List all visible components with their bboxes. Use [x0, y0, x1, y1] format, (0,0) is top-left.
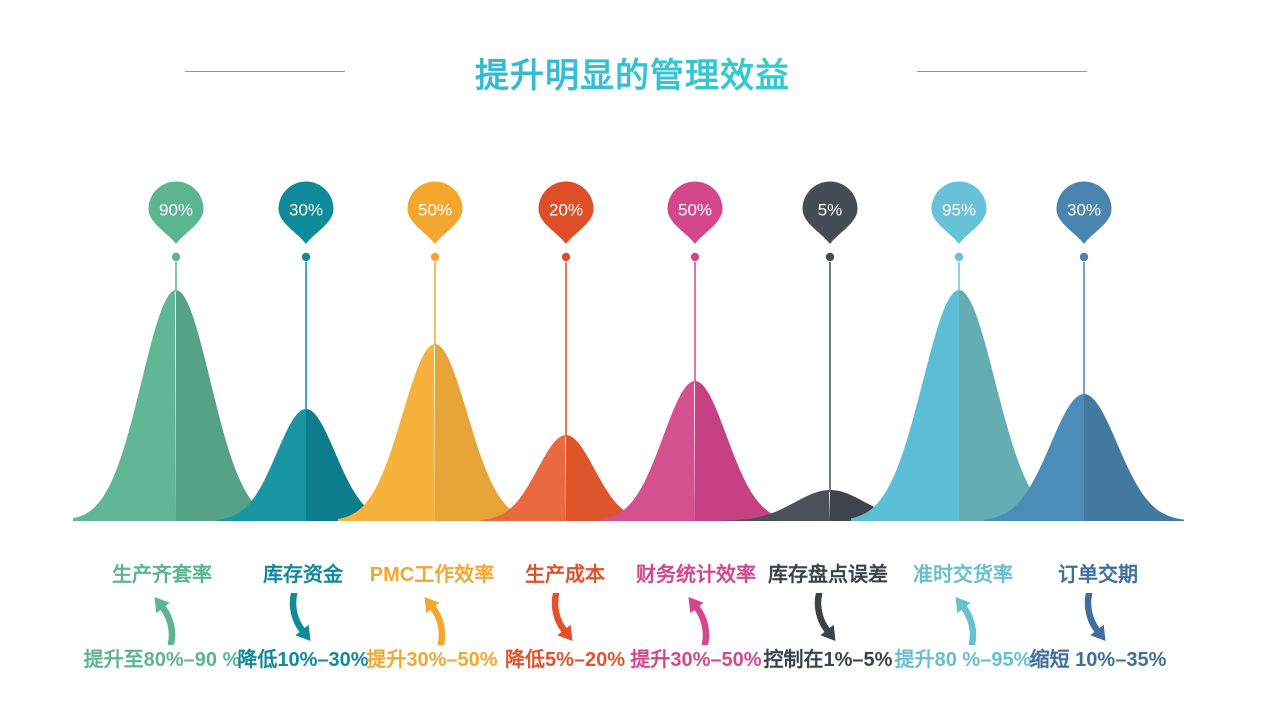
pin-dot [825, 252, 835, 262]
legend-item-pmc-work-efficiency: PMC工作效率 提升30%–50% [322, 562, 542, 673]
pin-percent: 50% [418, 201, 452, 220]
pin-percent: 5% [818, 201, 843, 220]
pin-inventory-count-error: 5% [802, 181, 858, 492]
curved-up-arrow-icon [424, 597, 445, 645]
mountain-inventory-capital [218, 409, 394, 521]
balloon-pin-icon [802, 181, 858, 244]
pin-dot [954, 252, 964, 262]
curved-up-arrow-icon [688, 597, 709, 645]
metric-label: 财务统计效率 [636, 564, 756, 586]
mountain-order-lead-time [984, 394, 1184, 521]
pin-percent: 90% [159, 201, 193, 220]
pin-dot [561, 252, 571, 262]
change-label: 提升80 %–95% [894, 649, 1032, 671]
pin-dot [171, 252, 181, 262]
pin-dot [690, 252, 700, 262]
pin-dot [1079, 252, 1089, 262]
change-label: 控制在1%–5% [763, 649, 893, 671]
mountain-finance-statistics-efficiency [600, 381, 790, 521]
mountain-inventory-count-error [725, 490, 935, 521]
change-label: 降低5%–20% [504, 649, 626, 671]
metric-label: 准时交货率 [913, 564, 1013, 586]
pin-finance-statistics-efficiency: 50% [667, 181, 723, 383]
legend-item-inventory-capital: 库存资金 降低10%–30% [193, 562, 413, 673]
pin-pmc-work-efficiency: 50% [407, 181, 463, 346]
pin-inventory-capital: 30% [278, 181, 334, 411]
pin-percent: 30% [289, 201, 323, 220]
legend-item-order-lead-time: 订单交期 缩短 10%–35% [988, 562, 1208, 673]
change-label: 降低10%–30% [237, 649, 369, 671]
legend-item-finance-statistics-efficiency: 财务统计效率 提升30%–50% [586, 562, 806, 673]
metric-label: PMC工作效率 [369, 564, 495, 586]
pin-percent: 95% [942, 201, 976, 220]
pin-percent: 30% [1067, 201, 1101, 220]
balloon-pin-icon [1056, 181, 1112, 244]
balloon-pin-icon [931, 181, 987, 244]
legend-item-production-cost: 生产成本 降低5%–20% [455, 562, 675, 673]
balloon-pin-icon [407, 181, 463, 244]
mountain-production-kit-rate [73, 290, 279, 521]
change-label: 提升至80%–90 % [83, 649, 241, 671]
pin-on-time-delivery-rate: 95% [931, 181, 987, 292]
pin-dot [301, 252, 311, 262]
pin-production-cost: 20% [538, 181, 594, 437]
balloon-pin-icon [667, 181, 723, 244]
page-title: 提升明显的管理效益 [0, 48, 1265, 97]
curved-up-arrow-icon [154, 597, 175, 645]
curved-down-arrow-icon [289, 593, 310, 641]
metric-label: 库存盘点误差 [768, 564, 888, 586]
legend-item-production-kit-rate: 生产齐套率 提升至80%–90 % [52, 562, 272, 673]
curved-down-arrow-icon [1084, 593, 1105, 641]
change-label: 提升30%–50% [366, 649, 498, 671]
change-label: 提升30%–50% [630, 649, 762, 671]
balloon-pin-icon [278, 181, 334, 244]
mountain-production-cost [481, 435, 651, 521]
change-label: 缩短 10%–35% [1029, 649, 1167, 671]
metric-label: 生产齐套率 [112, 564, 212, 586]
pin-production-kit-rate: 90% [148, 181, 204, 292]
curved-up-arrow-icon [955, 597, 976, 645]
pin-dot [430, 252, 440, 262]
metric-label: 生产成本 [525, 564, 605, 586]
curved-down-arrow-icon [814, 593, 835, 641]
balloon-pin-icon [148, 181, 204, 244]
mountain-pmc-work-efficiency [338, 344, 532, 521]
metric-label: 订单交期 [1058, 564, 1138, 586]
title-rule-right [917, 71, 1087, 72]
pin-percent: 20% [549, 201, 583, 220]
curved-down-arrow-icon [551, 593, 572, 641]
mountain-on-time-delivery-rate [851, 290, 1067, 521]
pin-order-lead-time: 30% [1056, 181, 1112, 396]
pin-percent: 50% [678, 201, 712, 220]
balloon-pin-icon [538, 181, 594, 244]
title-rule-left [185, 71, 345, 72]
legend-item-on-time-delivery-rate: 准时交货率 提升80 %–95% [853, 562, 1073, 673]
metric-label: 库存资金 [263, 564, 343, 586]
legend-item-inventory-count-error: 库存盘点误差 控制在1%–5% [718, 562, 938, 673]
